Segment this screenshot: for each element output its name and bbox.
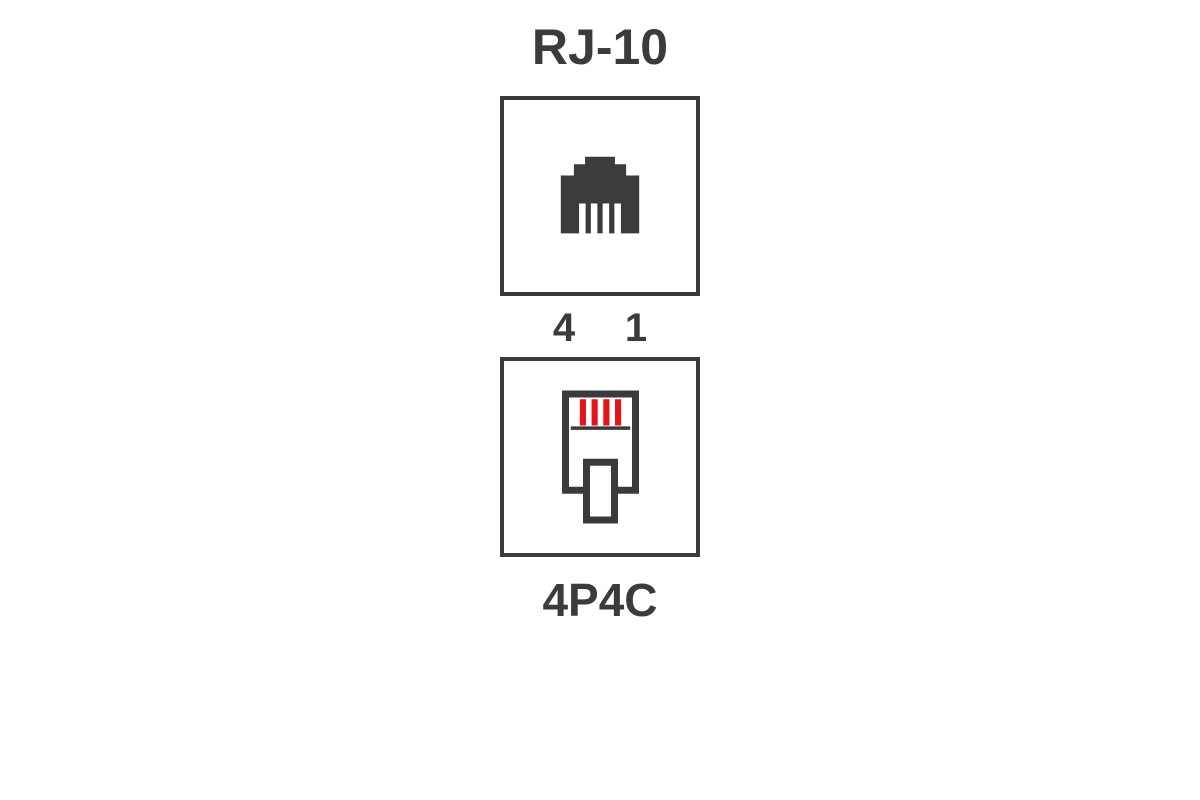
connector-title: RJ-10 bbox=[532, 18, 668, 76]
pin-number-labels: 4 1 bbox=[550, 306, 650, 351]
socket-icon-box bbox=[500, 96, 700, 296]
plug-icon-box bbox=[500, 357, 700, 557]
rj10-plug-icon bbox=[548, 383, 653, 531]
pin-label-right: 1 bbox=[622, 306, 650, 351]
pin-label-left: 4 bbox=[550, 306, 578, 351]
rj10-socket-icon bbox=[544, 140, 656, 252]
diagram-canvas: RJ-10 4 1 4P4C bbox=[0, 0, 1200, 800]
connector-spec-label: 4P4C bbox=[542, 573, 657, 627]
